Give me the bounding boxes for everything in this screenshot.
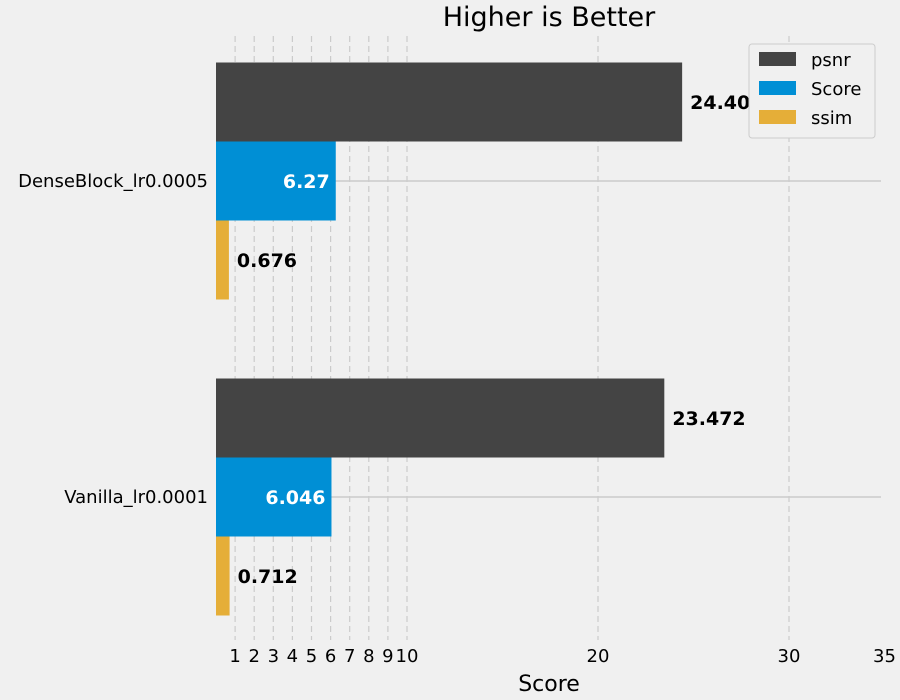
x-tick-label: 9 (382, 646, 393, 667)
data-label: 6.046 (265, 487, 325, 509)
legend-label: Score (811, 79, 861, 100)
bar-psnr (216, 62, 683, 142)
legend-swatch-psnr (759, 52, 796, 66)
x-tick-label: 7 (344, 646, 355, 667)
bar-score (216, 457, 332, 537)
x-tick-label: 30 (778, 646, 801, 667)
chart-title: Higher is Better (443, 2, 656, 33)
category-label: Vanilla_lr0.0001 (64, 487, 208, 508)
legend-swatch-ssim (759, 110, 796, 124)
x-tick-labels: 1 2 3 4 5 6 7 8 9 10 20 30 35 (229, 646, 896, 667)
x-tick-label: 5 (306, 646, 317, 667)
x-tick-label: 8 (363, 646, 374, 667)
x-tick-label: 20 (587, 646, 610, 667)
x-tick-label: 2 (248, 646, 259, 667)
data-label: 0.712 (238, 566, 298, 588)
x-tick-label: 4 (287, 646, 298, 667)
x-axis-label: Score (518, 672, 580, 697)
data-label: 23.472 (672, 408, 745, 430)
x-tick-label: 35 (873, 646, 896, 667)
bar-psnr (216, 378, 665, 458)
data-label: 0.676 (237, 250, 297, 272)
data-label: 24.405 (690, 92, 763, 114)
bar-ssim (216, 220, 229, 300)
bars (216, 62, 683, 616)
bar-ssim (216, 536, 230, 616)
legend-swatch-score (759, 81, 796, 95)
legend-label: psnr (811, 50, 851, 71)
x-tick-label: 10 (396, 646, 419, 667)
legend: psnr Score ssim (748, 43, 876, 139)
x-tick-label: 3 (268, 646, 279, 667)
category-labels: DenseBlock_lr0.0005 Vanilla_lr0.0001 (18, 171, 208, 508)
legend-label: ssim (811, 108, 852, 129)
data-labels: 24.405 6.27 0.676 23.472 6.046 0.712 (237, 92, 764, 588)
bar-score (216, 141, 336, 221)
data-label: 6.27 (283, 171, 330, 193)
x-tick-label: 1 (229, 646, 240, 667)
category-label: DenseBlock_lr0.0005 (18, 171, 208, 192)
x-tick-label: 6 (325, 646, 336, 667)
